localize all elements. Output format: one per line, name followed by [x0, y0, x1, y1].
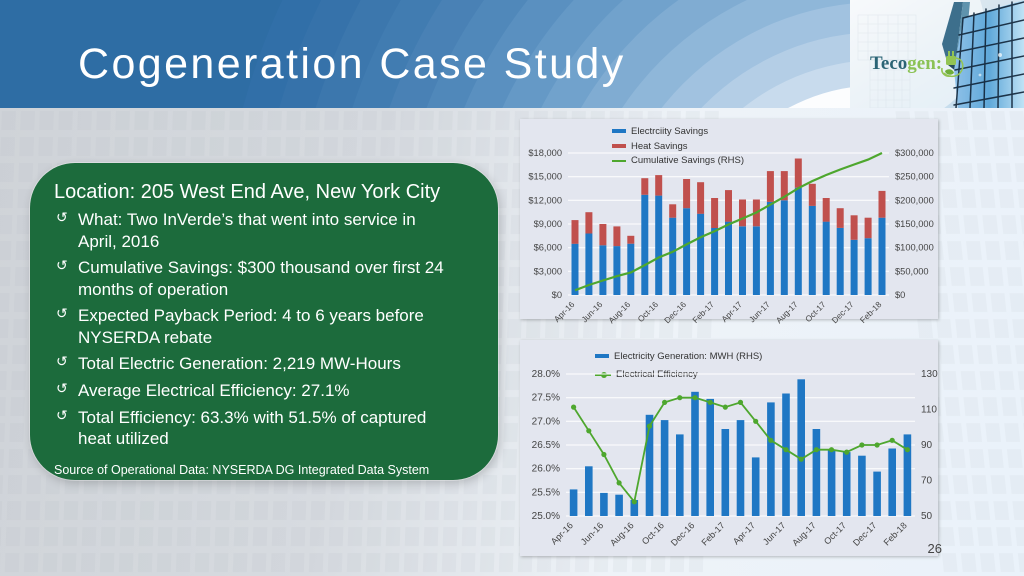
svg-text:Apr-16: Apr-16	[549, 520, 575, 546]
svg-text:Oct-16: Oct-16	[635, 299, 660, 324]
svg-text:$250,000: $250,000	[895, 172, 934, 182]
svg-text:Apr-17: Apr-17	[731, 520, 757, 546]
svg-text:130: 130	[921, 369, 938, 380]
svg-text:26.0%: 26.0%	[532, 464, 560, 475]
svg-text:Aug-16: Aug-16	[606, 299, 632, 325]
svg-text:Aug-17: Aug-17	[774, 299, 800, 325]
svg-text:Oct-16: Oct-16	[640, 520, 666, 546]
svg-text:$0: $0	[552, 290, 562, 300]
svg-text:Oct-17: Oct-17	[803, 299, 828, 324]
svg-text:Dec-16: Dec-16	[669, 520, 697, 548]
svg-text:Apr-16: Apr-16	[552, 299, 577, 324]
svg-text:$6,000: $6,000	[534, 243, 562, 253]
svg-text:90: 90	[921, 440, 933, 451]
svg-text:$0: $0	[895, 290, 905, 300]
svg-text:26.5%: 26.5%	[532, 440, 560, 451]
svg-text:Jun-16: Jun-16	[579, 299, 604, 324]
svg-text:50: 50	[921, 511, 933, 522]
svg-text:Dec-17: Dec-17	[830, 299, 856, 325]
svg-text:110: 110	[921, 405, 937, 416]
svg-text:Jun-16: Jun-16	[579, 520, 606, 547]
svg-text:Dec-16: Dec-16	[662, 299, 688, 325]
svg-text:$300,000: $300,000	[895, 148, 934, 158]
svg-text:$100,000: $100,000	[895, 243, 934, 253]
svg-text:$50,000: $50,000	[895, 266, 929, 276]
svg-text:$150,000: $150,000	[895, 219, 934, 229]
svg-text:Feb-17: Feb-17	[690, 299, 716, 325]
svg-text:Feb-17: Feb-17	[699, 520, 726, 547]
svg-text:70: 70	[921, 476, 933, 487]
svg-text:Feb-18: Feb-18	[882, 520, 909, 547]
svg-text:$3,000: $3,000	[534, 266, 562, 276]
svg-text:27.5%: 27.5%	[532, 393, 560, 404]
svg-text:Jun-17: Jun-17	[747, 299, 772, 324]
svg-text:Feb-18: Feb-18	[858, 299, 884, 325]
svg-text:Aug-17: Aug-17	[790, 520, 818, 548]
svg-text:Aug-16: Aug-16	[608, 520, 636, 548]
svg-text:25.0%: 25.0%	[532, 511, 560, 522]
svg-text:Dec-17: Dec-17	[851, 520, 879, 548]
svg-text:$15,000: $15,000	[528, 172, 562, 182]
svg-text:$200,000: $200,000	[895, 195, 934, 205]
svg-text:25.5%: 25.5%	[532, 487, 560, 498]
svg-text:$9,000: $9,000	[534, 219, 562, 229]
svg-text:Oct-17: Oct-17	[822, 520, 848, 546]
svg-text:28.0%: 28.0%	[532, 369, 560, 380]
svg-text:$18,000: $18,000	[528, 148, 562, 158]
svg-text:27.0%: 27.0%	[532, 416, 560, 427]
svg-text:Apr-17: Apr-17	[719, 299, 744, 324]
svg-text:Jun-17: Jun-17	[761, 520, 788, 547]
svg-text:$12,000: $12,000	[528, 195, 562, 205]
